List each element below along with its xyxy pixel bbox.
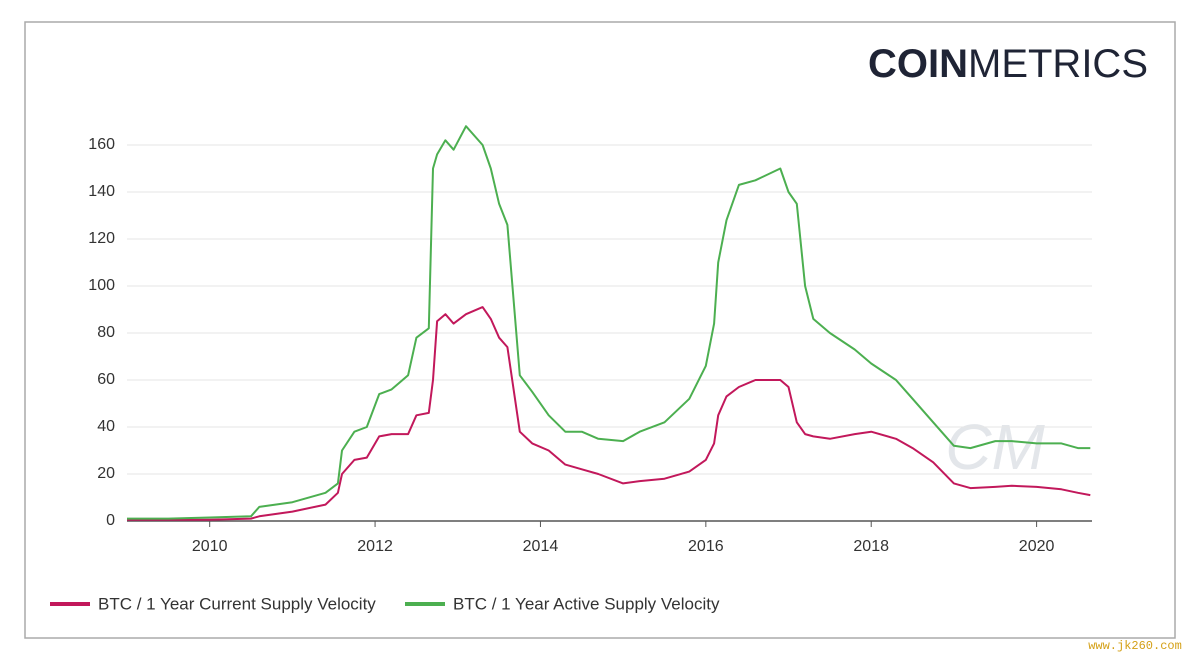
x-tick-label: 2018: [853, 538, 889, 555]
x-tick-label: 2020: [1019, 538, 1055, 555]
source-watermark: www.jk260.com: [1088, 639, 1182, 653]
logo: COINMETRICS: [868, 42, 1148, 86]
line-series: [127, 125, 1091, 520]
y-tick-label: 20: [97, 465, 115, 482]
legend-label: BTC / 1 Year Active Supply Velocity: [453, 594, 720, 613]
x-tick-label: 2010: [192, 538, 228, 555]
y-tick-label: 80: [97, 324, 115, 341]
y-tick-label: 60: [97, 371, 115, 388]
y-tick-label: 120: [88, 230, 115, 247]
y-tick-label: 160: [88, 136, 115, 153]
y-tick-label: 0: [106, 512, 115, 529]
logo-bold: COIN: [868, 42, 968, 86]
y-tick-label: 40: [97, 418, 115, 435]
frame: [24, 21, 1176, 639]
y-tick-label: 140: [88, 183, 115, 200]
line-series: [127, 306, 1091, 521]
legend-label: BTC / 1 Year Current Supply Velocity: [98, 594, 376, 613]
y-tick-label: 100: [88, 277, 115, 294]
x-tick-label: 2016: [688, 538, 724, 555]
x-tick-label: 2012: [357, 538, 393, 555]
logo-light: METRICS: [968, 42, 1148, 86]
x-tick-label: 2014: [523, 538, 559, 555]
